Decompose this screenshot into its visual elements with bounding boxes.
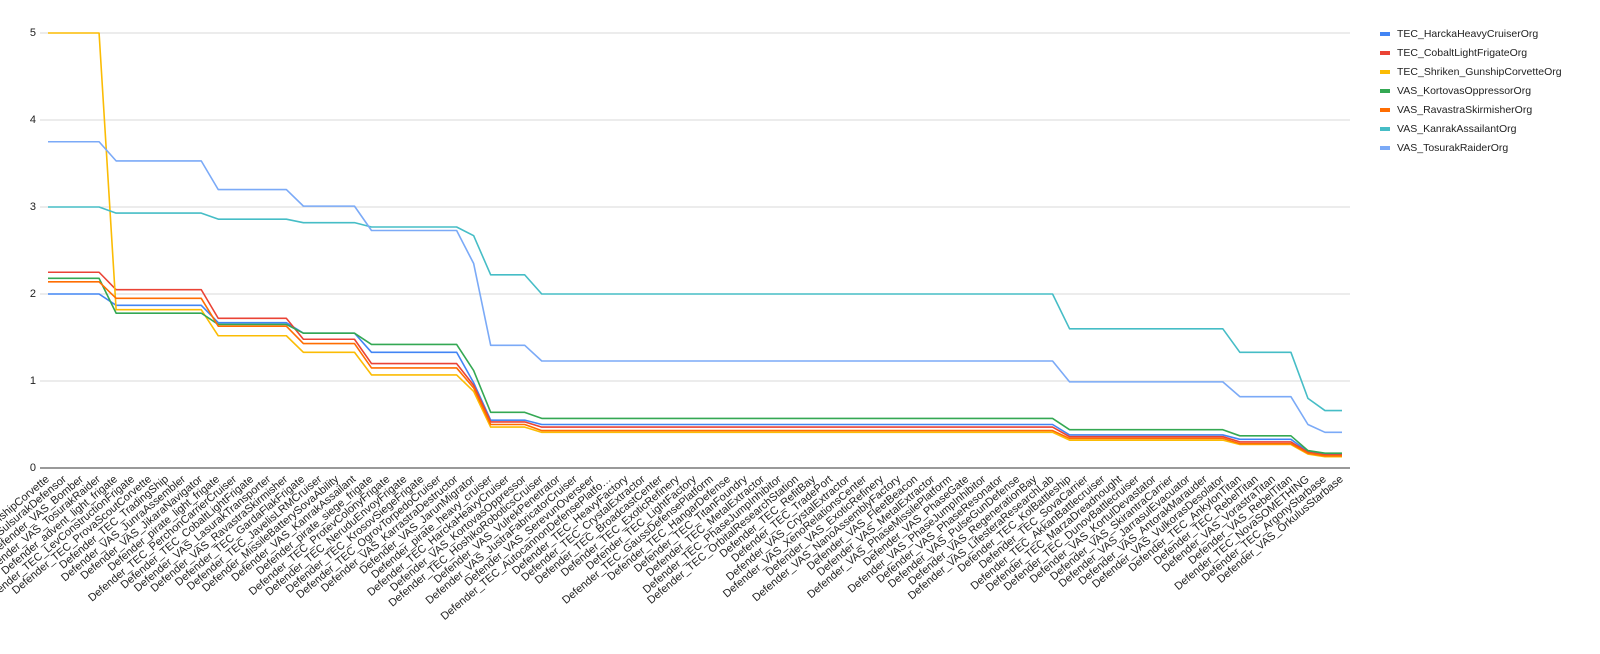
series-line bbox=[48, 32, 1342, 458]
y-tick-label: 2 bbox=[30, 288, 36, 300]
series-line bbox=[48, 293, 1342, 455]
legend-label: TEC_HarckaHeavyCruiserOrg bbox=[1397, 28, 1538, 40]
series-line bbox=[48, 140, 1342, 434]
series-line bbox=[48, 271, 1342, 456]
legend-label: TEC_CobaltLightFrigateOrg bbox=[1397, 47, 1527, 59]
y-tick-label: 1 bbox=[30, 375, 36, 387]
y-tick-label: 0 bbox=[30, 462, 36, 474]
legend-label: TEC_Shriken_GunshipCorvetteOrg bbox=[1397, 66, 1562, 78]
legend-label: VAS_KortovasOppressorOrg bbox=[1397, 85, 1531, 97]
legend-label: VAS_RavastraSkirmisherOrg bbox=[1397, 104, 1532, 116]
legend-label: VAS_TosurakRaiderOrg bbox=[1397, 142, 1508, 154]
y-tick-label: 3 bbox=[30, 201, 36, 213]
series-line bbox=[48, 281, 1342, 457]
y-tick-label: 5 bbox=[30, 27, 36, 39]
y-tick-label: 4 bbox=[30, 114, 36, 126]
series-line bbox=[48, 206, 1342, 412]
legend-label: VAS_KanrakAssailantOrg bbox=[1397, 123, 1517, 135]
series-line bbox=[48, 277, 1342, 455]
